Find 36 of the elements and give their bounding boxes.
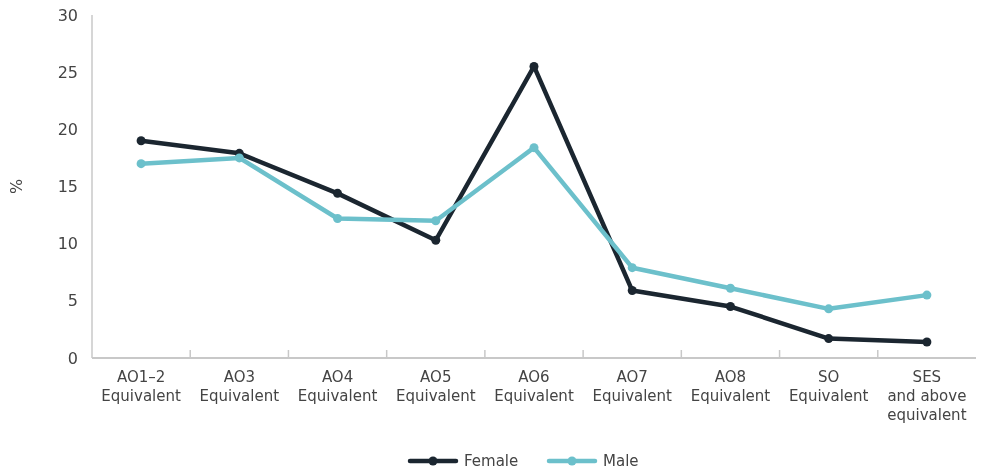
point — [136, 136, 146, 146]
point — [725, 283, 735, 293]
y-tick-label: 20 — [57, 119, 78, 139]
legend-label: Female — [464, 452, 519, 470]
x-tick-label: AO6 Equivalent — [494, 368, 574, 405]
point — [136, 159, 146, 169]
x-tick-label: SO Equivalent — [788, 368, 869, 405]
point — [431, 235, 441, 245]
point — [529, 61, 539, 71]
point — [529, 143, 539, 153]
point — [922, 290, 932, 300]
point — [725, 302, 735, 312]
x-tick-label: AO7 Equivalent — [592, 368, 673, 405]
point — [922, 337, 932, 347]
y-tick-label: 0 — [67, 348, 78, 368]
y-tick-label: 30 — [57, 5, 78, 25]
x-tick-label: SES and above equivalent — [887, 368, 967, 424]
point — [234, 153, 244, 163]
point — [824, 304, 834, 314]
point — [824, 334, 834, 344]
x-tick-label: AO3 Equivalent — [199, 368, 280, 405]
x-tick-label: AO4 Equivalent — [297, 368, 378, 405]
point — [627, 263, 637, 273]
point — [333, 214, 343, 224]
point — [627, 286, 637, 296]
legend-label: Male — [603, 452, 639, 470]
y-tick-label: 10 — [57, 234, 78, 254]
x-tick-label: AO5 Equivalent — [396, 368, 476, 405]
point — [333, 188, 343, 198]
y-tick-label: 25 — [57, 62, 78, 82]
point — [431, 216, 441, 226]
x-tick-label: AO1–2 Equivalent — [101, 368, 181, 405]
y-tick-label: 5 — [67, 291, 78, 311]
x-tick-label: AO8 Equivalent — [690, 368, 771, 405]
y-axis-title: % — [7, 178, 26, 195]
y-tick-label: 15 — [57, 177, 78, 197]
